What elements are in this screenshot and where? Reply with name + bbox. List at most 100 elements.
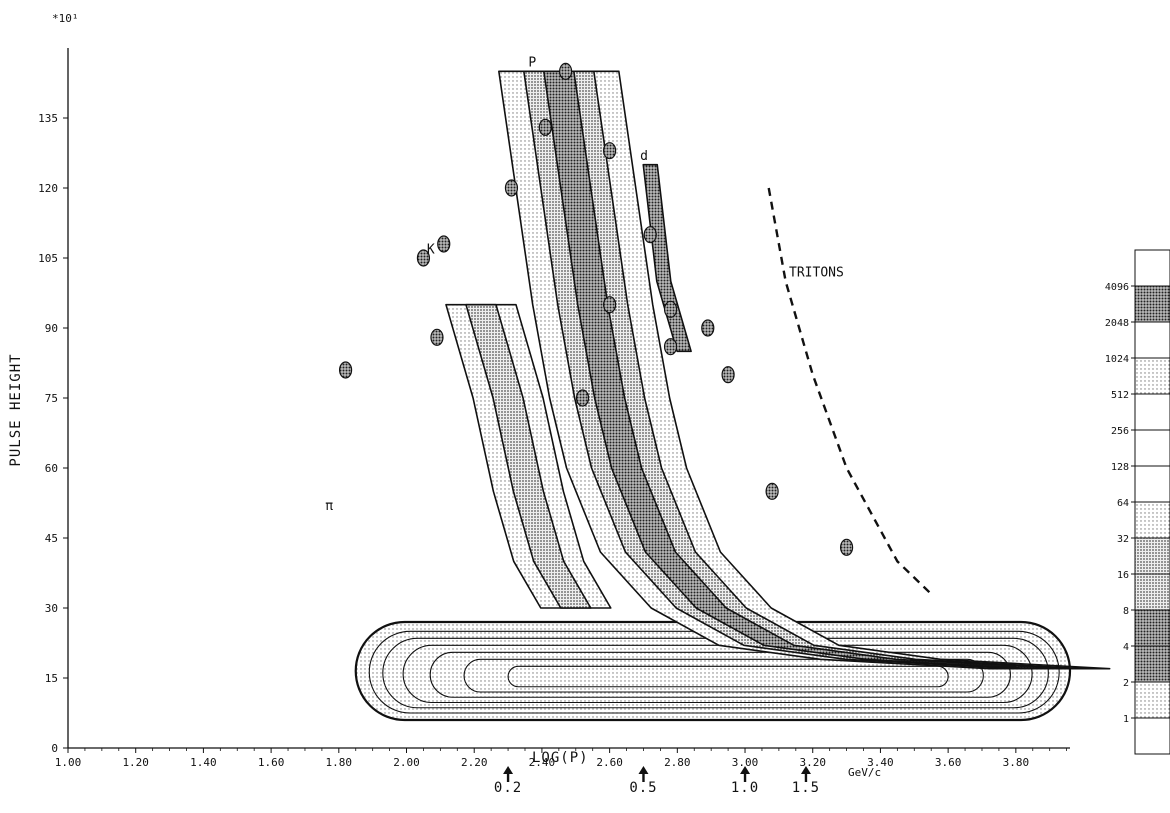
x-tick-label: 3.40 [867,756,894,769]
proton-ridge-inner [543,70,1066,670]
annotation-p: P [528,56,536,71]
legend-label: 8 [1123,606,1129,617]
momentum-markers: 0.2 0.5 1.0 1.5 [494,766,820,796]
x-tick-label: 2.20 [461,756,488,769]
y-tick-label: 15 [45,672,58,685]
kaon-ridge-inner [465,303,592,609]
x-tick-label: 1.20 [122,756,149,769]
momentum-arrow-head [800,766,811,774]
contour-island [538,118,552,136]
legend-swatch [1134,465,1170,503]
legend-label: 1024 [1105,354,1129,365]
y-tick-label: 60 [45,462,58,475]
contour-island [701,319,715,337]
y-tick-label: 30 [45,602,58,615]
y-multiplier: *10¹ [52,12,79,25]
momentum-arrow-head [638,766,649,774]
contour-island [839,538,854,556]
triton-band [767,187,933,595]
legend-label: 32 [1117,534,1129,545]
y-tick-label: 0 [51,742,58,755]
legend-swatch [1134,717,1170,755]
y-tick-label: 90 [45,322,58,335]
momentum-arrow-head [503,766,514,774]
momentum-label: 0.5 [629,780,657,796]
legend-label: 64 [1117,498,1129,509]
y-axis-title: PULSE HEIGHT [8,353,24,466]
contour-island [504,179,519,197]
legend-swatch [1134,609,1170,647]
x-tick-label: 2.80 [664,756,691,769]
legend-label: 2 [1123,678,1129,689]
particle-annotations: P Kπ d TRITONS [325,56,844,514]
x-tick-label: 1.60 [258,756,285,769]
x-tick-label: 1.00 [55,756,82,769]
x-tick-label: 3.20 [799,756,826,769]
legend-swatch [1134,645,1170,683]
contour-island [430,328,444,346]
contour-island [338,361,353,379]
legend-swatch [1134,537,1170,575]
legend-swatch [1134,429,1170,467]
momentum-arrow-head [740,766,751,774]
legend-label: 2048 [1105,318,1129,329]
contour-island [765,482,779,500]
annotation-k: K [427,242,435,257]
momentum-label: 1.5 [792,780,820,796]
contour-island [643,226,657,244]
x-tick-label: 1.80 [326,756,353,769]
y-tick-label: 75 [45,392,58,405]
legend-label: 128 [1111,462,1129,473]
pion-contour [507,665,949,688]
contour-island [416,249,431,267]
proton-ridge-mid [523,70,1086,670]
pion-contour [463,658,984,693]
axes: 1.00 1.20 1.40 1.60 1.80 2.00 2.20 2.40 2.60 2.80… [38,48,1070,769]
pion-contour [429,651,1011,698]
legend-swatch [1134,285,1170,323]
annotation-d: d [640,149,648,164]
x-tick-label: 3.60 [935,756,962,769]
legend-label: 4096 [1105,282,1129,293]
legend-swatch [1134,249,1170,287]
x-tick-label: 3.80 [1003,756,1030,769]
contour-island [559,62,573,80]
legend-label: 4 [1123,642,1129,653]
contour-island [437,235,451,253]
contour-island [575,389,590,407]
x-tick-label: 2.00 [393,756,420,769]
contour-island [663,300,678,318]
legend-swatch [1134,321,1170,359]
x-tick-label: 2.60 [596,756,623,769]
momentum-label: 0.2 [494,780,522,796]
annotation-π: π [325,499,333,514]
legend-swatch [1134,681,1170,719]
momentum-label: 1.0 [731,780,759,796]
density-contours [338,62,1111,722]
legend-swatch [1134,357,1170,395]
x-tick-label: 1.40 [190,756,217,769]
annotation-tritons: TRITONS [789,266,844,281]
y-tick-label: 120 [38,182,58,195]
legend-label: 16 [1117,570,1129,581]
x-tick-label: 3.00 [732,756,759,769]
y-tick-label: 105 [38,252,58,265]
contour-island [721,366,735,384]
legend-label: 256 [1111,426,1129,437]
contour-island [603,296,617,314]
deuteron-band [642,163,692,353]
momentum-unit: GeV/c [848,766,881,779]
legend-scale: 4096 2048 1024 512 256 128 64 32 16 8 4 2 1 [1105,249,1170,755]
contour-island [663,338,678,356]
legend-swatch [1134,573,1170,611]
legend-swatch [1134,393,1170,431]
x-axis-title: LOG(P) [532,750,589,766]
legend-label: 512 [1111,390,1129,401]
legend-label: 1 [1123,714,1129,725]
legend-swatch [1134,501,1170,539]
x-tick-label: 2.40 [529,756,556,769]
contour-island [603,142,617,160]
y-tick-label: 135 [38,112,58,125]
y-tick-label: 45 [45,532,58,545]
